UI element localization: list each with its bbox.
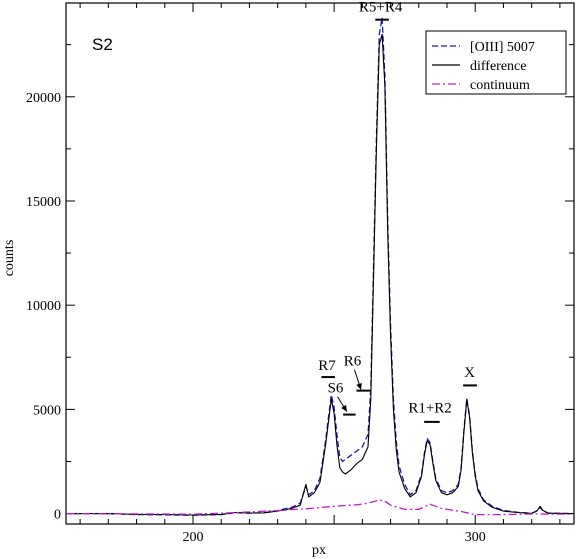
x-axis-label: px [312,543,326,558]
panel-label: S2 [92,35,113,54]
annotation-label: R5+R4 [359,0,403,15]
legend-label: difference [470,59,526,74]
annotation-arrow [353,369,362,390]
annotation-label: S6 [328,381,344,397]
annotation-label: R7 [318,358,336,374]
y-axis-label: counts [2,240,17,277]
plot-frame [65,2,575,525]
annotation-label: R6 [344,354,362,370]
series-line-difference [66,33,575,516]
y-tick-label: 15000 [26,195,61,210]
annotation-label: X [464,365,475,381]
axes-layer: 200 300 0 5000 10000 15000 20000 [26,2,575,545]
x-tick-label: 300 [465,530,486,545]
annotation-label: R1+R2 [408,401,451,417]
y-tick-label: 5000 [33,403,61,418]
series-layer [65,16,575,516]
legend: [OIII] 5007 difference continuum [425,30,567,95]
y-tick-label: 10000 [26,299,61,314]
annotation-arrow [337,396,348,412]
y-tick-label: 20000 [26,91,61,106]
legend-label: [OIII] 5007 [470,40,535,55]
y-tick-label: 0 [54,508,61,523]
x-tick-label: 200 [183,530,204,545]
series-line-continuum [65,499,575,516]
legend-label: continuum [470,78,530,93]
